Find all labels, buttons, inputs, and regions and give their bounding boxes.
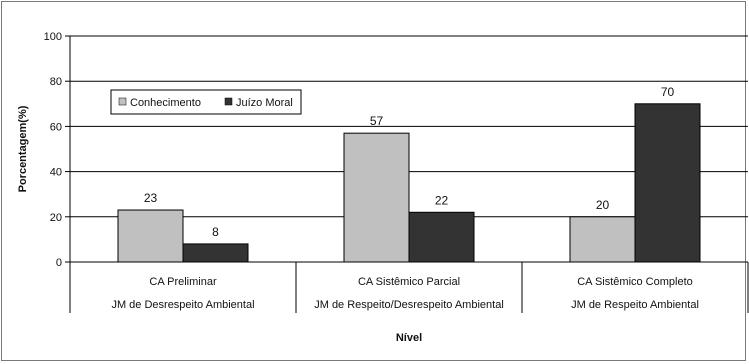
y-tick-label: 40 bbox=[50, 167, 62, 179]
data-labels: 23 8 57 22 20 70 bbox=[144, 85, 675, 239]
category-sublabel: JM de Respeito/Desrespeito Ambiental bbox=[314, 299, 504, 311]
legend-label-juizo-moral: Juízo Moral bbox=[236, 97, 293, 109]
x-axis-title: Nível bbox=[396, 332, 422, 344]
data-label: 70 bbox=[661, 85, 675, 99]
y-tick-labels: 0 20 40 60 80 100 bbox=[44, 31, 70, 269]
legend: Conhecimento Juízo Moral bbox=[110, 89, 302, 115]
data-label: 20 bbox=[596, 198, 610, 212]
bar bbox=[569, 216, 636, 263]
data-label: 8 bbox=[212, 225, 219, 239]
category-label: CA Sistêmico Parcial bbox=[358, 276, 460, 288]
category-labels: CA Preliminar JM de Desrespeito Ambiental… bbox=[111, 276, 698, 311]
category-label: CA Sistêmico Completo bbox=[577, 276, 693, 288]
legend-swatch-conhecimento bbox=[118, 97, 127, 106]
y-axis-title: Porcentagem(%) bbox=[17, 105, 29, 192]
y-tick-label: 20 bbox=[50, 212, 62, 224]
category-sublabel: JM de Desrespeito Ambiental bbox=[111, 299, 254, 311]
category-sublabel: JM de Respeito Ambiental bbox=[571, 299, 699, 311]
y-tick-label: 0 bbox=[56, 257, 62, 269]
bar bbox=[408, 211, 475, 263]
axes bbox=[69, 36, 749, 313]
y-tick-label: 100 bbox=[44, 31, 62, 43]
data-label: 22 bbox=[435, 193, 449, 207]
bar bbox=[634, 103, 701, 263]
y-tick-label: 60 bbox=[50, 121, 62, 133]
legend-swatch-juizo-moral bbox=[224, 97, 233, 106]
legend-box bbox=[110, 89, 302, 115]
bar bbox=[117, 209, 184, 263]
category-label: CA Preliminar bbox=[149, 276, 217, 288]
y-tick-label: 80 bbox=[50, 76, 62, 88]
legend-label-conhecimento: Conhecimento bbox=[130, 97, 201, 109]
data-label: 23 bbox=[144, 191, 158, 205]
bar bbox=[343, 132, 410, 263]
data-label: 57 bbox=[370, 114, 384, 128]
bar bbox=[182, 243, 249, 263]
bars bbox=[117, 103, 701, 263]
